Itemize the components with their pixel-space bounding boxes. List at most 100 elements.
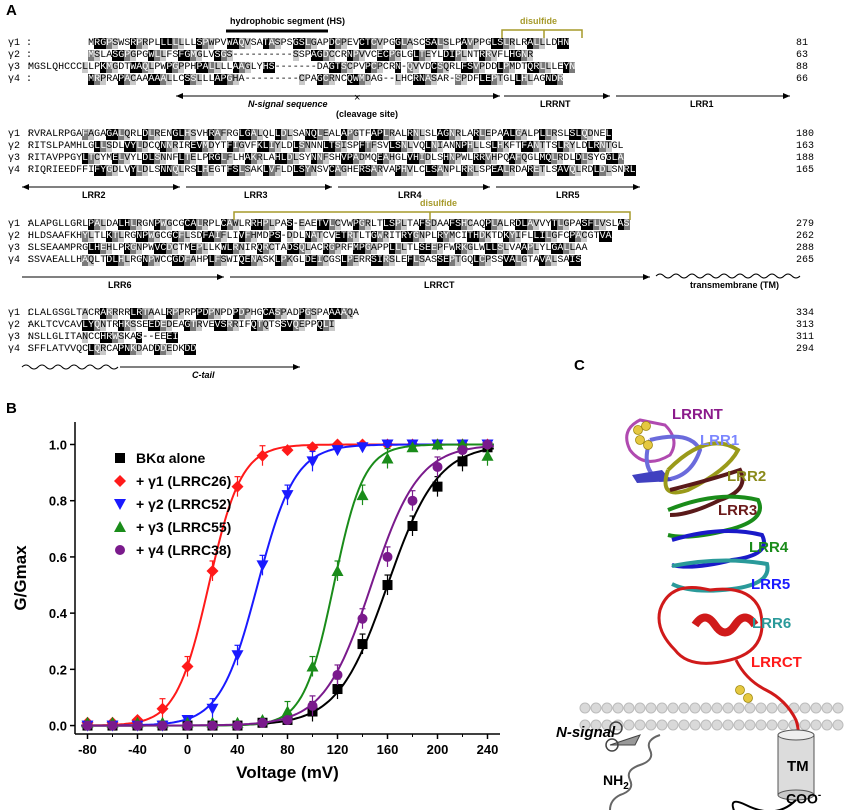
x-tick-label: -40 [128, 742, 147, 757]
disulfide-label-2: disulfide [420, 198, 458, 208]
seq-row: MGSLQHCCCLLPKMGDTWAQLPWPGPPHPALLLLAAGLYH… [28, 62, 576, 73]
nsignal-label: N-signal sequence [248, 99, 328, 109]
data-point [432, 481, 443, 492]
legend-marker [115, 545, 125, 555]
legend-label: BKα alone [136, 450, 205, 466]
ctail-label: C-tail [192, 370, 215, 380]
y-tick-label: 1.0 [49, 437, 67, 452]
y-axis-label: G/Gmax [11, 545, 30, 611]
data-point [256, 449, 269, 462]
data-point [306, 456, 319, 468]
lrr3-label: LRR3 [244, 190, 268, 200]
data-point [381, 452, 394, 464]
lrr1-label: LRR1 [690, 99, 714, 109]
legend-marker [114, 475, 126, 487]
seq-row: RITAVPPGYLTCYMELVYLDLSNNFLTELPRGLFLHAKRL… [28, 153, 624, 164]
data-point [182, 720, 193, 731]
legend-label: + γ2 (LRRC52) [136, 496, 231, 512]
data-point [231, 480, 244, 493]
seq-name: γ2 : [8, 141, 33, 152]
data-point [132, 720, 143, 731]
cleavage-label: (cleavage site) [336, 109, 399, 119]
legend-marker [115, 453, 125, 463]
seq-name: γ1 : [8, 308, 33, 319]
domain-label-lrr3: LRR3 [718, 502, 758, 519]
seq-row: RVRALRPGAFAGAGALQRLDLRENGLHSVHRAFRGLGALQ… [28, 129, 612, 140]
domain-label-lrr4: LRR4 [749, 539, 789, 556]
seq-position: 288 [796, 243, 815, 254]
data-point [231, 650, 244, 662]
seq-position: 311 [796, 332, 815, 343]
nsignal-structure-label: N-signal [556, 724, 616, 741]
lrr5-label: LRR5 [556, 190, 580, 200]
seq-name: γ3 : [8, 62, 33, 73]
seq-row: ALAPGLLGRLPALDALHLRGNPWGCGCALRPLCAWLRRHP… [28, 219, 630, 230]
seq-name: γ1 : [8, 129, 33, 140]
svg-text:×: × [354, 92, 360, 104]
seq-name: γ1 : [8, 38, 33, 49]
seq-position: 81 [796, 38, 809, 49]
domain-label-lrr5: LRR5 [751, 576, 791, 593]
nh2-label: NH2 [603, 772, 629, 792]
data-point [107, 720, 118, 731]
seq-name: γ2 : [8, 231, 33, 242]
seq-name: γ4 : [8, 344, 33, 355]
domain-label-lrr2: LRR2 [727, 468, 767, 485]
x-tick-label: 0 [184, 742, 191, 757]
panel-a-letter: A [6, 2, 17, 19]
data-point [331, 445, 344, 457]
data-point [431, 438, 444, 450]
seq-row: NSLLGLITANCCHRWSKAS--EEEI [28, 332, 179, 343]
seq-name: γ4 : [8, 165, 33, 176]
seq-position: 88 [796, 62, 809, 73]
tm-label: transmembrane (TM) [690, 280, 780, 290]
legend-label: + γ3 (LRRC55) [136, 519, 231, 535]
seq-position: 265 [796, 255, 815, 266]
lrrct-label: LRRCT [424, 280, 455, 290]
data-point [482, 439, 493, 450]
data-point [207, 720, 218, 731]
data-point [306, 441, 319, 454]
data-point [407, 495, 418, 506]
seq-row: SSVAEALLHAQLTDLHLRGNPWCCGDFAHPLFSWIQENAS… [28, 255, 582, 266]
seq-row: CLALGSGLTACRARRRRLRTAALRPPRPPDPNPDPDPHGC… [28, 308, 359, 319]
x-tick-label: 240 [477, 742, 499, 757]
data-point [307, 700, 318, 711]
domain-label-lrrnt: LRRNT [672, 406, 723, 423]
data-point [281, 444, 294, 457]
disulfide-label-1: disulfide [520, 16, 558, 26]
data-point [232, 720, 243, 731]
y-tick-label: 0.0 [49, 719, 67, 734]
data-point [331, 564, 344, 576]
lrrnt-label: LRRNT [540, 99, 571, 109]
data-point [357, 639, 368, 650]
x-tick-label: 200 [427, 742, 449, 757]
alignment-annotations: × [21, 29, 801, 370]
seq-position: 313 [796, 320, 815, 331]
seq-name: γ3 : [8, 153, 33, 164]
legend-marker [114, 499, 126, 510]
data-point [481, 449, 494, 461]
lrr4-label: LRR4 [398, 190, 422, 200]
domain-label-lrr6: LRR6 [752, 615, 792, 632]
data-point [357, 613, 368, 624]
seq-name: γ3 : [8, 332, 33, 343]
domain-label-lrrct: LRRCT [751, 654, 802, 671]
data-point [356, 489, 369, 501]
x-tick-label: 40 [230, 742, 244, 757]
lrr2-label: LRR2 [82, 190, 106, 200]
data-point [406, 441, 419, 453]
seq-position: 165 [796, 165, 815, 176]
seq-name: γ1 : [8, 219, 33, 230]
y-tick-label: 0.4 [49, 606, 68, 621]
x-tick-label: 120 [327, 742, 349, 757]
seq-row: AKLTCVCAVLYQNTRHKSSEEDEDEAGTRVEVSRRIFQTQ… [28, 320, 335, 331]
seq-name: γ2 : [8, 50, 33, 61]
sequence-alignment: γ1 : MRGPSWSRPRPLLLLLLLSPWPVWAQVSATASPSG… [0, 0, 851, 380]
seq-row: MRPRAPACAAAAALLCSSLLLAPGHA---------CPAGC… [88, 74, 564, 85]
data-point [256, 560, 269, 572]
x-axis-label: Voltage (mV) [236, 763, 339, 782]
data-point [432, 461, 443, 472]
y-tick-label: 0.6 [49, 550, 67, 565]
